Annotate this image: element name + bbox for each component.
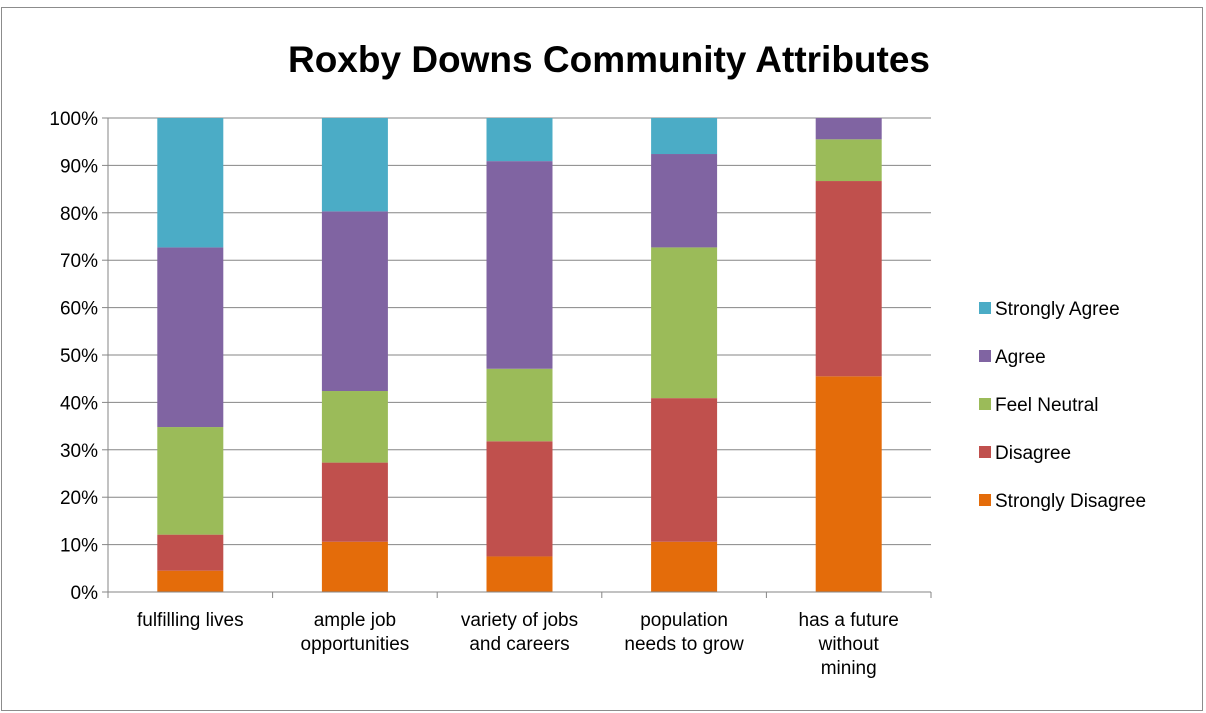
bar-segment-feel-neutral	[321, 391, 388, 463]
bar-segment-feel-neutral	[651, 247, 718, 399]
x-tick-label: has a future	[799, 610, 899, 631]
bar-segment-disagree	[651, 398, 718, 542]
bar-segment-disagree	[815, 181, 882, 377]
x-tick-label: fulfilling lives	[137, 610, 244, 631]
legend-label: Strongly Disagree	[995, 491, 1146, 512]
bar-segment-strongly-disagree	[157, 570, 224, 592]
chart-title: Roxby Downs Community Attributes	[288, 39, 930, 80]
legend-label: Strongly Agree	[995, 299, 1120, 320]
x-tick-label: without	[818, 634, 880, 655]
y-tick-label: 90%	[60, 156, 98, 177]
bar-segment-strongly-disagree	[486, 556, 553, 592]
bar-segment-agree	[486, 161, 553, 369]
bar-segment-feel-neutral	[157, 427, 224, 535]
legend-label: Disagree	[995, 443, 1071, 464]
y-tick-label: 80%	[60, 204, 98, 225]
x-tick-label: opportunities	[301, 634, 410, 655]
chart-frame: Roxby Downs Community Attributes 0% 10% 20…	[1, 7, 1203, 711]
bar-segment-strongly-agree	[157, 118, 224, 248]
bar-segment-agree	[651, 154, 718, 248]
bar-segment-agree	[157, 247, 224, 428]
y-tick-label: 0%	[71, 583, 99, 604]
bar-segment-feel-neutral	[486, 368, 553, 442]
y-tick-label: 60%	[60, 299, 98, 320]
legend: Strongly Agree Agree Feel Neutral Disagree S…	[979, 299, 1146, 512]
y-tick-label: 50%	[60, 346, 98, 367]
axes: 0% 10% 20% 30% 40% 50% 60% 70% 80% 90% 100% fulfill…	[49, 109, 932, 679]
bar-segment-agree	[321, 211, 388, 392]
legend-swatch	[979, 494, 991, 506]
bar-segment-strongly-disagree	[321, 541, 388, 592]
bar-segment-strongly-disagree	[651, 541, 718, 592]
legend-swatch	[979, 350, 991, 362]
x-tick-label: population	[640, 610, 728, 631]
bar-segment-agree	[815, 118, 882, 140]
legend-label: Agree	[995, 347, 1046, 368]
bar-segment-strongly-agree	[486, 118, 553, 162]
x-tick-label: variety of jobs	[461, 610, 578, 631]
y-tick-label: 70%	[60, 251, 98, 272]
x-tick-label: needs to grow	[624, 634, 744, 655]
bar-segment-disagree	[157, 534, 224, 571]
bar-segment-strongly-disagree	[815, 376, 882, 592]
x-tick-label: mining	[821, 658, 877, 679]
bars	[157, 118, 882, 592]
legend-swatch	[979, 398, 991, 410]
x-tick-label: ample job	[314, 610, 396, 631]
bar-segment-disagree	[486, 441, 553, 557]
legend-swatch	[979, 446, 991, 458]
y-tick-label: 30%	[60, 441, 98, 462]
bar-segment-disagree	[321, 462, 388, 542]
bar-segment-strongly-agree	[321, 118, 388, 212]
x-tick-label: and careers	[469, 634, 569, 655]
bar-segment-strongly-agree	[651, 118, 718, 155]
y-tick-label: 20%	[60, 488, 98, 509]
legend-swatch	[979, 302, 991, 314]
y-tick-label: 100%	[49, 109, 98, 130]
stacked-bar-chart: Roxby Downs Community Attributes 0% 10% 20…	[49, 39, 1146, 679]
legend-label: Feel Neutral	[995, 395, 1099, 416]
y-tick-label: 40%	[60, 393, 98, 414]
bar-segment-feel-neutral	[815, 139, 882, 182]
y-tick-label: 10%	[60, 536, 98, 557]
